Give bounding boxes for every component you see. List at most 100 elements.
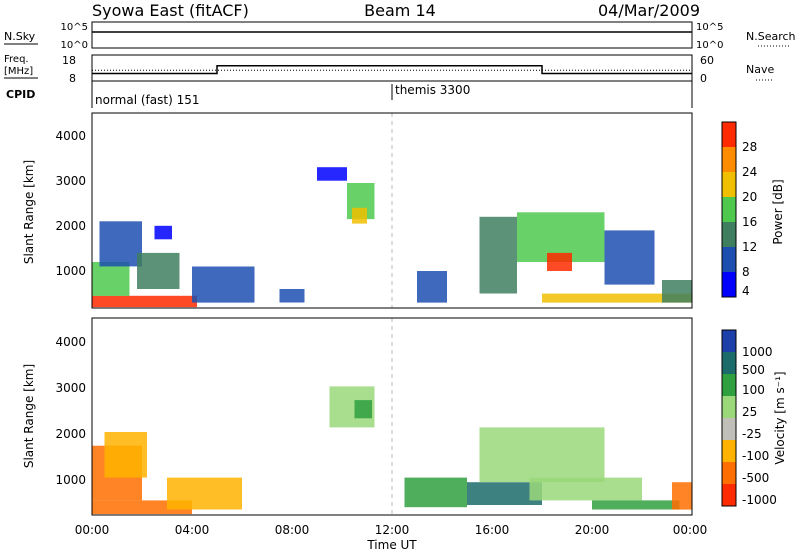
- velocity-range-tick: 1000: [55, 473, 86, 487]
- velocity-colorbar-frame: [721, 329, 737, 507]
- velocity-colorbar-tick: -100: [742, 449, 769, 463]
- nsky-nsearch-strip: 10^5 10^0 N.Sky 10^5 10^0 N.Search: [4, 21, 796, 51]
- velocity-range-tick: 3000: [55, 381, 86, 395]
- velocity-colorbar-tick: 25: [742, 405, 757, 419]
- velocity-colorbar-level-1000: [722, 330, 736, 352]
- cpid-strip: CPID normal (fast) 151 themis 3300: [6, 80, 693, 108]
- power-echo-cell: [352, 207, 367, 224]
- freq-nave-strip: 18 8 Freq. [MHz] 60 0 Nave: [4, 54, 774, 85]
- power-colorbar-tick: 12: [742, 240, 757, 254]
- velocity-colorbar-level-m500: [722, 462, 736, 484]
- velocity-ylabel: Slant Range [km]: [22, 364, 36, 468]
- power-colorbar-level-28: [722, 122, 736, 147]
- time-tick: 12:00: [375, 523, 410, 537]
- power-colorbar-tick: 20: [742, 190, 757, 204]
- time-tick: 16:00: [475, 523, 510, 537]
- velocity-echo-cell: [467, 482, 542, 505]
- velocity-colorbar-tick: -25: [742, 427, 762, 441]
- nsearch-label: N.Search: [746, 30, 796, 43]
- nsky-label: N.Sky: [4, 30, 36, 43]
- power-colorbar-tick: 8: [742, 265, 750, 279]
- power-echo-cell: [92, 262, 130, 296]
- freq-trace: [92, 65, 692, 75]
- velocity-echo-cell: [354, 400, 372, 419]
- power-echo-cell: [279, 289, 305, 303]
- velocity-colorbar-level-500: [722, 352, 736, 374]
- freq-tick-bottom: 8: [69, 72, 76, 85]
- power-range-tick: 3000: [55, 174, 86, 188]
- cpid-label: CPID: [6, 88, 35, 101]
- velocity-colorbar-tick: 100: [742, 383, 765, 397]
- velocity-colorbar-tick: -1000: [742, 493, 777, 507]
- power-frame: [91, 112, 693, 309]
- power-colorbar-level-16: [722, 197, 736, 222]
- power-cells: [92, 167, 692, 308]
- power-colorbar-frame: [721, 121, 737, 298]
- power-range-tick: 4000: [55, 129, 86, 143]
- power-echo-cell: [154, 225, 172, 240]
- velocity-colorbar-level-100: [722, 374, 736, 396]
- velocity-range-ticks: 4000 3000 2000 1000: [55, 335, 86, 487]
- power-colorbar-level-12: [722, 222, 736, 247]
- velocity-panel: 4000 3000 2000 1000 Slant Range [km]: [22, 317, 693, 516]
- power-echo-cell: [542, 293, 692, 303]
- freq-label-line2: [MHz]: [4, 66, 33, 77]
- power-colorbar-level-4: [722, 272, 736, 297]
- power-panel: 4000 3000 2000 1000 Slant Range [km]: [22, 112, 693, 309]
- power-colorbar-level-8: [722, 247, 736, 272]
- power-colorbar-level-20: [722, 172, 736, 197]
- velocity-colorbar-level-m100: [722, 440, 736, 462]
- velocity-cells: [92, 386, 692, 515]
- power-echo-cell: [604, 230, 655, 285]
- cpid-mode-2: themis 3300: [395, 83, 470, 97]
- velocity-colorbar-level-m25: [722, 418, 736, 440]
- power-colorbar-tick: 16: [742, 215, 757, 229]
- nsearch-tick-top: 10^5: [696, 22, 723, 33]
- power-ylabel: Slant Range [km]: [22, 160, 36, 264]
- power-colorbar-tick: 28: [742, 140, 757, 154]
- velocity-colorbar-label: Velocity [m s⁻¹]: [773, 371, 787, 464]
- velocity-echo-cell: [104, 432, 147, 478]
- freq-label-line1: Freq.: [4, 54, 29, 65]
- power-echo-cell: [92, 295, 197, 308]
- velocity-colorbar-tick: -500: [742, 471, 769, 485]
- velocity-colorbar-level-m1000: [722, 484, 736, 506]
- power-range-ticks: 4000 3000 2000 1000: [55, 129, 86, 278]
- time-axis: 00:00 04:00 08:00 12:00 16:00 20:00 00:0…: [75, 523, 708, 552]
- power-range-tick: 1000: [55, 264, 86, 278]
- power-range-tick: 2000: [55, 219, 86, 233]
- power-echo-cell: [137, 252, 180, 289]
- freq-frame: [91, 54, 693, 82]
- power-colorbar-label: Power [dB]: [771, 179, 785, 244]
- nave-tick-top: 60: [700, 54, 714, 67]
- velocity-echo-cell: [672, 482, 692, 510]
- nsky-tick-top: 10^5: [61, 22, 88, 33]
- beam-title: Beam 14: [364, 1, 436, 20]
- nsky-frame: [91, 21, 693, 49]
- power-echo-cell: [99, 221, 142, 267]
- nave-label: Nave: [746, 63, 774, 76]
- power-echo-cell: [317, 167, 347, 181]
- velocity-range-tick: 2000: [55, 427, 86, 441]
- power-echo-cell: [662, 280, 692, 303]
- velocity-colorbar: 1000 500 100 25 -25 -100 -500 -1000 Velo…: [721, 329, 787, 507]
- power-colorbar-tick: 4: [742, 284, 750, 298]
- velocity-echo-cell: [167, 477, 242, 510]
- velocity-echo-cell: [592, 500, 680, 510]
- power-colorbar-level-24: [722, 147, 736, 172]
- time-axis-label: Time UT: [366, 538, 417, 552]
- time-tick: 04:00: [175, 523, 210, 537]
- velocity-echo-cell: [529, 477, 642, 501]
- time-tick: 00:00: [75, 523, 110, 537]
- velocity-colorbar-level-25: [722, 396, 736, 418]
- velocity-colorbar-tick: 500: [742, 363, 765, 377]
- station-title: Syowa East (fitACF): [92, 1, 249, 20]
- power-colorbar-tick: 24: [742, 165, 757, 179]
- nsearch-tick-bottom: 10^0: [696, 40, 723, 51]
- time-tick: 20:00: [575, 523, 610, 537]
- nave-tick-bottom: 0: [700, 72, 707, 85]
- power-echo-cell: [417, 271, 447, 303]
- time-tick: 08:00: [275, 523, 310, 537]
- velocity-echo-cell: [404, 477, 467, 508]
- date-title: 04/Mar/2009: [598, 1, 700, 20]
